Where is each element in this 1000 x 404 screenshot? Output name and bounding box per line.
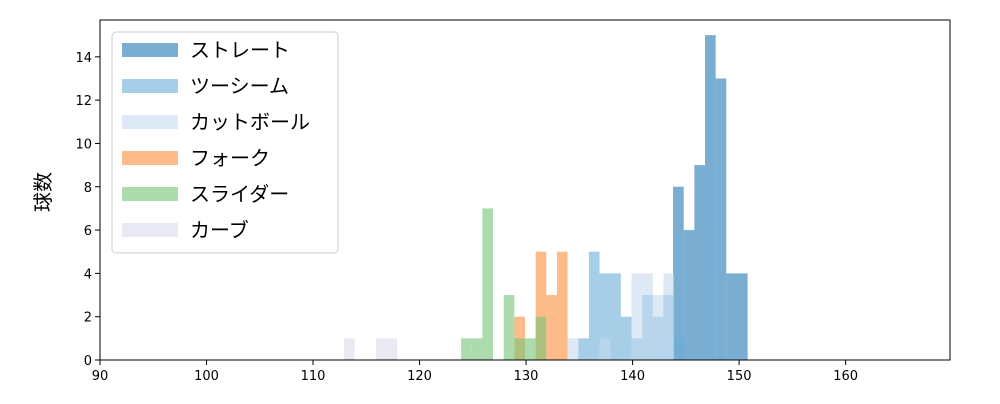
bar [471,338,483,360]
bar [588,251,600,360]
bar [482,208,494,360]
x-tick-label: 160 [833,369,858,384]
bar [567,338,579,360]
bar [599,273,611,360]
legend-label: ツーシーム [190,74,289,98]
bar [386,338,398,360]
bar [694,165,706,360]
legend-swatch [122,223,178,237]
x-tick-label: 120 [407,369,432,384]
bar [578,338,589,360]
y-tick-label: 0 [84,354,92,369]
y-tick-label: 6 [84,224,92,239]
bar [503,295,515,360]
legend-label: カットボール [190,110,310,134]
bar [514,338,525,360]
y-tick-label: 4 [84,267,92,282]
bar [726,273,737,360]
legend-swatch [122,187,178,201]
bar [620,316,632,360]
bar [705,35,716,360]
x-tick-label: 110 [301,369,326,384]
plot-frame [99,19,951,361]
bar [674,338,685,360]
y-tick-label: 10 [75,137,92,152]
x-tick-label: 100 [194,369,219,384]
bar [525,338,536,360]
legend-label: カーブ [190,218,249,242]
bar [514,316,525,360]
bar [535,251,547,360]
x-tick-label: 130 [514,369,539,384]
bar [535,316,547,360]
x-tick-label: 150 [727,369,752,384]
bar [652,295,664,360]
bar [642,273,653,360]
legend-swatch [122,79,178,93]
legend-swatch [122,151,178,165]
bar [663,273,675,360]
y-axis-label: 球数 [31,172,55,212]
y-tick-label: 12 [75,94,92,109]
x-tick-label: 90 [92,369,109,384]
bar [736,273,748,360]
bar [599,338,611,360]
bar [556,251,568,360]
bar [673,186,684,360]
bar [683,230,695,360]
y-tick-label: 2 [84,311,92,326]
bar [715,78,727,360]
y-tick-label: 14 [75,51,92,66]
legend-swatch [122,43,178,57]
bar [546,295,557,360]
legend-label: フォーク [190,146,270,170]
bar [375,338,387,360]
legend-label: ストレート [190,38,290,62]
bar [610,273,621,360]
bar [461,338,472,360]
x-tick-label: 140 [620,369,645,384]
legend-swatch [122,115,178,129]
bar [631,273,643,360]
legend-label: スライダー [190,182,289,206]
y-tick-label: 8 [84,181,92,196]
bar [343,338,355,360]
